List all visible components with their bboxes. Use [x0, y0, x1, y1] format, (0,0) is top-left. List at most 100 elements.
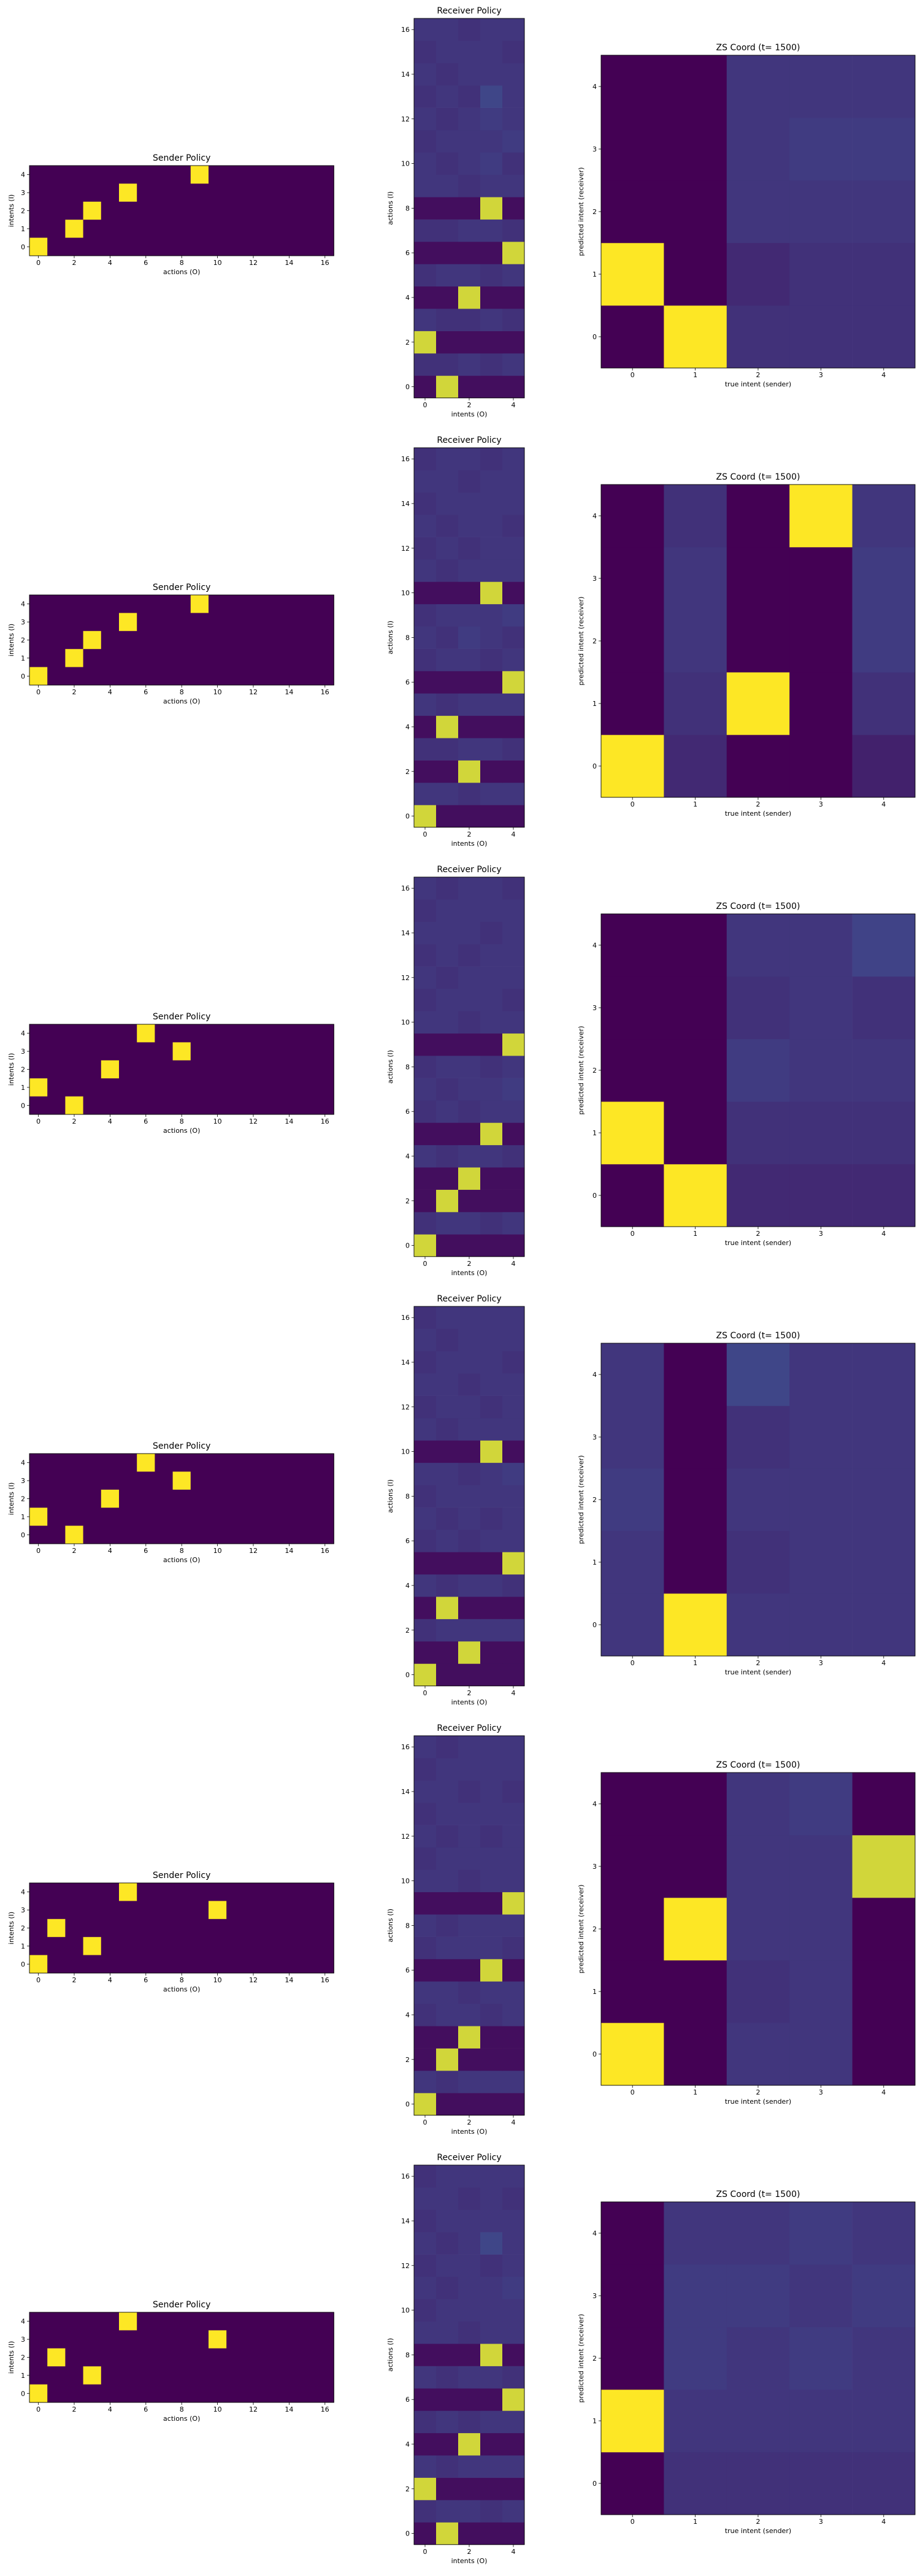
- receiver-cell: [480, 309, 503, 331]
- zs-coord-cell: [664, 1835, 727, 1898]
- sender-xtick-label: 0: [36, 1547, 40, 1555]
- sender-xtick-label: 0: [36, 688, 40, 696]
- receiver-xtick-label: 2: [467, 1260, 472, 1268]
- receiver-cell: [436, 353, 459, 376]
- receiver-title: Receiver Policy: [437, 1723, 501, 1733]
- receiver-cell: [458, 219, 481, 242]
- receiver-cell: [436, 1011, 459, 1034]
- receiver-cell: [502, 944, 525, 967]
- receiver-cell: [414, 264, 437, 287]
- receiver-cell: [458, 1825, 481, 1848]
- receiver-ytick-label: 2: [405, 2056, 410, 2064]
- receiver-cell: [480, 760, 503, 783]
- receiver-cell: [436, 1485, 459, 1508]
- sender-ytick-label: 2: [21, 1495, 25, 1503]
- sender-xtick-label: 10: [213, 259, 222, 267]
- receiver-cell: [480, 2477, 503, 2501]
- zs-coord-xtick-label: 1: [693, 2518, 697, 2526]
- receiver-cell: [458, 515, 481, 537]
- zs-coord-cell: [852, 547, 916, 610]
- sender-cell: [190, 166, 209, 184]
- receiver-ytick-label: 10: [401, 1877, 410, 1885]
- sender-ylabel: intents (I): [7, 1482, 15, 1515]
- receiver-cell: [480, 2366, 503, 2389]
- receiver-cell: [436, 805, 459, 828]
- sender-xtick-label: 14: [285, 2405, 293, 2413]
- receiver-cell: [502, 1803, 525, 1825]
- zs-coord-cell: [789, 1593, 853, 1657]
- receiver-cell: [414, 2048, 437, 2071]
- receiver-cell: [458, 1234, 481, 1257]
- receiver-cell: [458, 1212, 481, 1235]
- receiver-cell: [480, 626, 503, 649]
- receiver-cell: [436, 989, 459, 1011]
- receiver-cell: [480, 1981, 503, 2004]
- sender-title: Sender Policy: [153, 583, 210, 592]
- sender-ylabel: intents (I): [7, 624, 15, 656]
- zs-coord-ytick-label: 4: [592, 1371, 597, 1379]
- zs-coord-cell: [852, 1468, 916, 1531]
- zs-coord-cell: [664, 118, 727, 181]
- receiver-ytick-label: 8: [405, 2351, 410, 2359]
- zs-coord-title: ZS Coord (t= 1500): [716, 1760, 800, 1770]
- receiver-cell: [480, 1011, 503, 1034]
- receiver-cell: [480, 2071, 503, 2093]
- zs-coord-cell: [726, 2264, 790, 2328]
- zs-coord-cell: [726, 485, 790, 548]
- zs-coord-cell: [726, 547, 790, 610]
- receiver-cell: [458, 537, 481, 560]
- receiver-cell: [458, 559, 481, 582]
- zs-coord-ytick-label: 3: [592, 1863, 597, 1871]
- receiver-cell: [480, 2500, 503, 2523]
- receiver-ytick-label: 4: [405, 2011, 410, 2019]
- receiver-cell: [458, 1597, 481, 1619]
- receiver-cell: [458, 1440, 481, 1463]
- sender-xtick-label: 2: [72, 688, 77, 696]
- zs-coord-cell: [852, 485, 916, 548]
- zs-coord-cell: [726, 1960, 790, 2023]
- receiver-xtick-label: 0: [423, 2118, 427, 2126]
- receiver-cell: [436, 1440, 459, 1463]
- receiver-cell: [436, 1189, 459, 1213]
- receiver-cell: [458, 353, 481, 376]
- receiver-cell: [458, 18, 481, 41]
- zs-coord-ytick-label: 0: [592, 762, 597, 770]
- receiver-cell: [458, 944, 481, 967]
- zs-coord-ytick-label: 3: [592, 1004, 597, 1012]
- receiver-xtick-label: 0: [423, 2548, 427, 2556]
- receiver-xtick-label: 2: [467, 401, 472, 409]
- sender-cell: [29, 237, 48, 256]
- receiver-cell: [502, 693, 525, 716]
- receiver-cell: [502, 40, 525, 64]
- receiver-cell: [436, 581, 459, 605]
- receiver-cell: [480, 1078, 503, 1101]
- receiver-cell: [502, 559, 525, 582]
- receiver-cell: [480, 1507, 503, 1530]
- receiver-cell: [502, 375, 525, 399]
- receiver-cell: [458, 130, 481, 153]
- sender-cell: [83, 201, 101, 220]
- zs-coord-cell: [601, 180, 664, 243]
- receiver-cell: [436, 2477, 459, 2501]
- receiver-policy-chart: 0 2 4 0 2 4 6 8 10 12 14 16 Receiver Policy intents (…: [386, 1294, 525, 1706]
- sender-xtick-label: 14: [285, 259, 293, 267]
- receiver-cell: [436, 2388, 459, 2411]
- receiver-cell: [436, 2321, 459, 2344]
- receiver-cell: [458, 1144, 481, 1168]
- receiver-cell: [414, 1122, 437, 1146]
- receiver-cell: [480, 1825, 503, 1848]
- receiver-cell: [458, 1981, 481, 2004]
- zs-coord-cell: [664, 1531, 727, 1594]
- receiver-cell: [458, 1373, 481, 1396]
- zs-coord-ytick-label: 1: [592, 1129, 597, 1137]
- receiver-cell: [436, 648, 459, 672]
- receiver-cell: [502, 760, 525, 783]
- sender-cell: [83, 2366, 101, 2385]
- zs-coord-xtick-label: 4: [881, 800, 886, 808]
- zs-coord-cell: [789, 2390, 853, 2453]
- receiver-cell: [502, 1212, 525, 1235]
- receiver-cell: [502, 152, 525, 175]
- zs-coord-xtick-label: 3: [819, 800, 823, 808]
- receiver-cell: [458, 1122, 481, 1146]
